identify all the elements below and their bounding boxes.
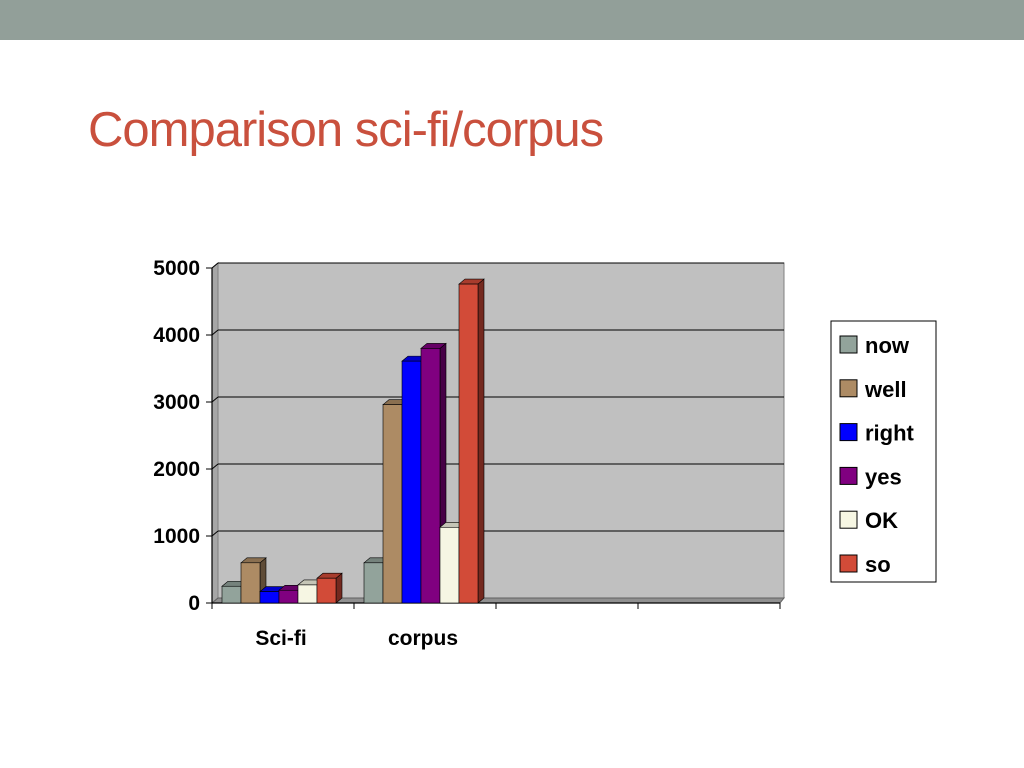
legend-swatch-yes: [839, 466, 858, 485]
y-tick-label: 5000: [153, 257, 200, 280]
gridline-side: [211, 530, 219, 537]
legend-label-ok: OK: [865, 508, 898, 533]
y-tick-label: 3000: [153, 391, 200, 414]
gridline-side: [211, 463, 219, 470]
page-title: Comparison sci-fi/corpus: [88, 103, 604, 157]
plot-back-wall: [217, 262, 785, 599]
legend-box: [830, 320, 937, 583]
legend-label-so: so: [865, 552, 891, 577]
legend-swatch-so: [839, 554, 858, 573]
bar-sci-fi-so: [316, 572, 343, 604]
legend-swatch-now: [839, 335, 858, 354]
top-band: [0, 0, 1024, 40]
y-tick-label: 2000: [153, 458, 200, 481]
legend-label-well: well: [864, 377, 907, 402]
legend-label-right: right: [865, 421, 915, 446]
x-tick-label: corpus: [388, 627, 458, 650]
gridline-side: [211, 329, 219, 336]
legend-swatch-ok: [839, 510, 858, 529]
gridline-side: [211, 396, 219, 403]
legend: now well right yes OK so: [830, 320, 937, 583]
y-tick-label: 4000: [153, 324, 200, 347]
legend-label-yes: yes: [865, 464, 902, 489]
legend-swatch-right: [839, 423, 858, 442]
gridline-side: [211, 262, 219, 269]
legend-swatch-well: [839, 379, 858, 398]
y-tick-label: 0: [188, 592, 200, 615]
legend-label-now: now: [865, 333, 910, 358]
bar-corpus-so: [458, 278, 485, 604]
plot-side-wall: [211, 261, 219, 605]
x-tick-label: Sci-fi: [255, 627, 306, 650]
y-tick-label: 1000: [153, 525, 200, 548]
